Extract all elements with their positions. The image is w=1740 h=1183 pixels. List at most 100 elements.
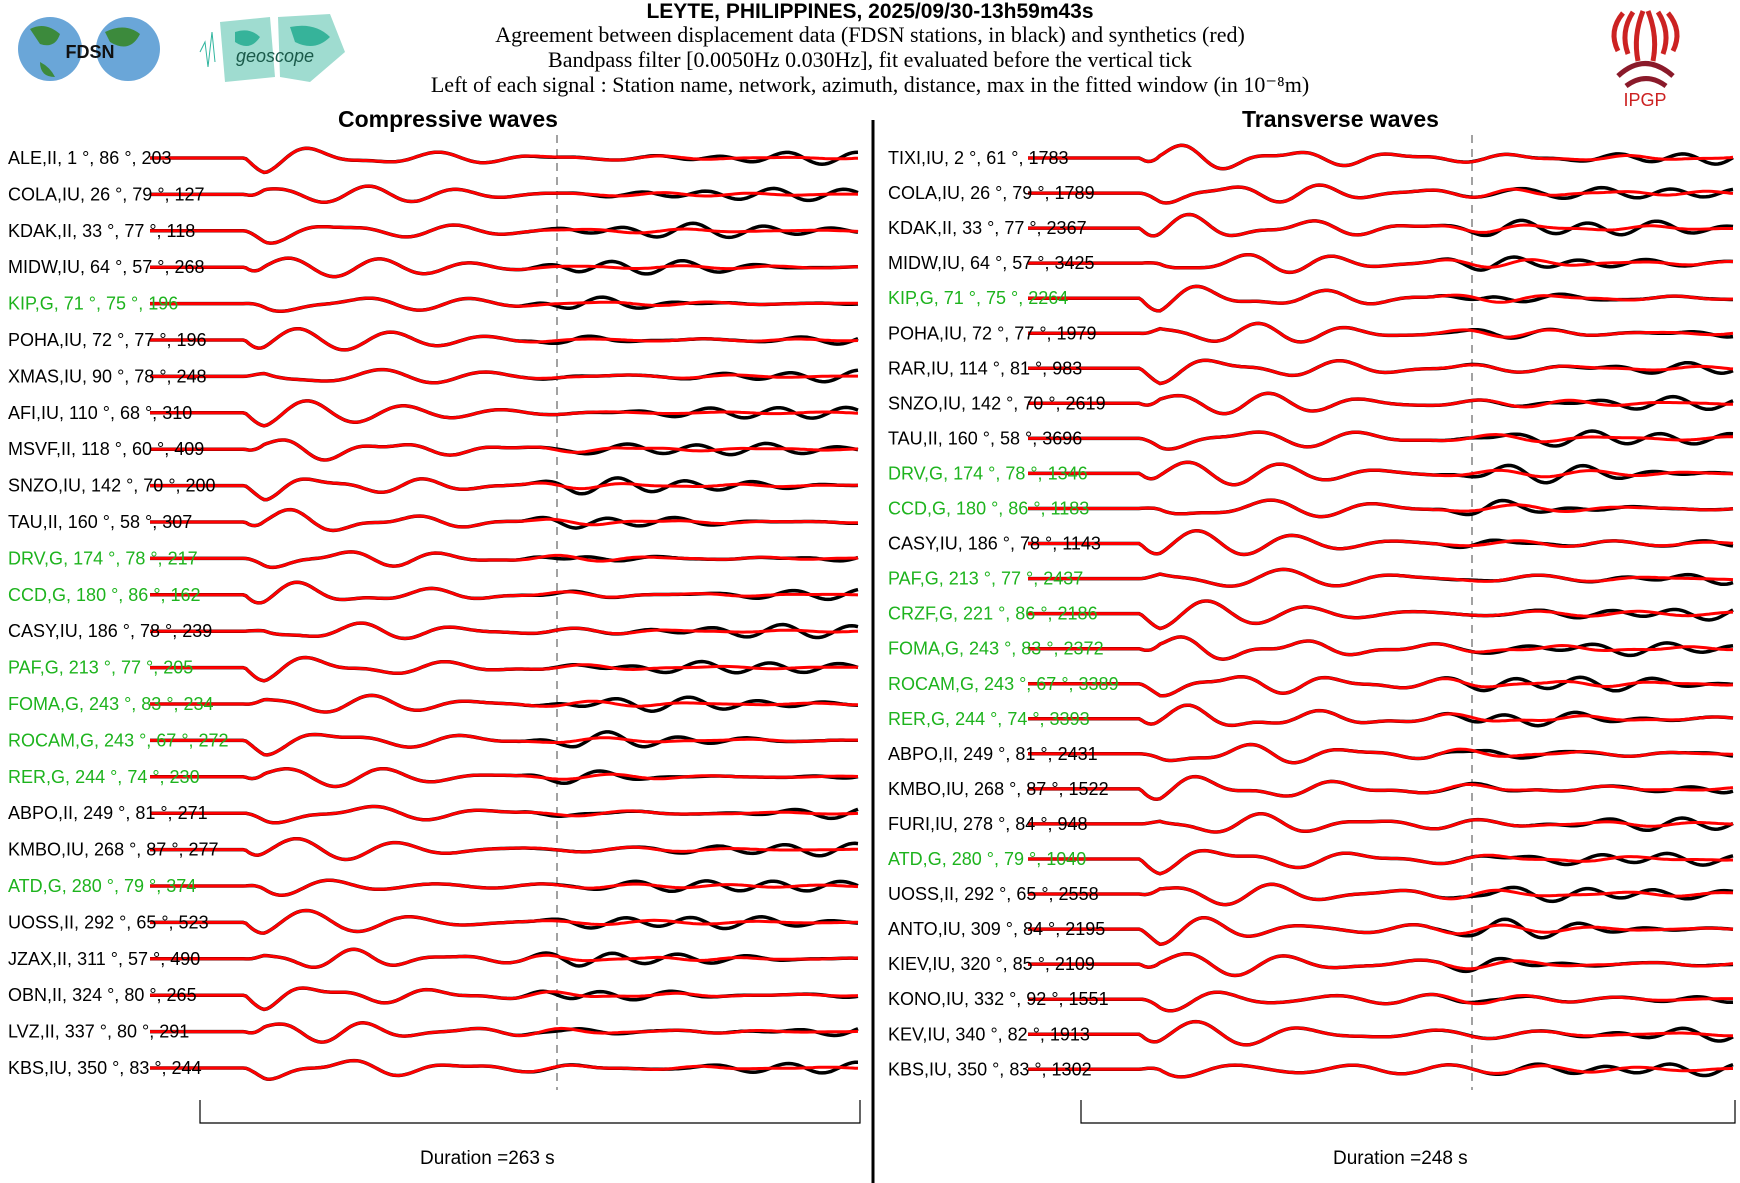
synthetic-trace (1028, 882, 1734, 907)
observed-trace (150, 986, 859, 1012)
station-row: POHA,IU, 72 °, 77 °, 196 (8, 326, 859, 352)
network: II (48, 512, 58, 532)
distance: 83 (141, 694, 161, 714)
station-label: KMBO,IU, 268 °, 87 °, 277 (8, 840, 219, 860)
station-name: FOMA (888, 639, 940, 659)
max-amplitude: 2619 (1066, 393, 1106, 413)
station-label: CCD,G, 180 °, 86 °, 162 (8, 585, 201, 605)
observed-trace (1028, 498, 1734, 519)
station-row: DRV,G, 174 °, 78 °, 217 (8, 548, 859, 570)
max-amplitude: 291 (159, 1022, 189, 1042)
observed-trace (1028, 990, 1734, 1013)
azimuth: 174 (953, 463, 983, 483)
max-amplitude: 1302 (1052, 1059, 1092, 1079)
distance: 77 (1001, 569, 1021, 589)
station-label: KONO,IU, 332 °, 92 °, 1551 (888, 989, 1109, 1009)
fdsn-logo: FDSN (18, 17, 160, 81)
network: IU (62, 184, 80, 204)
azimuth: 142 (971, 393, 1001, 413)
synthetic-trace (1028, 143, 1734, 171)
station-label: ANTO,IU, 309 °, 84 °, 2195 (888, 919, 1105, 939)
station-label: CASY,IU, 186 °, 78 °, 239 (8, 621, 212, 641)
station-label: COLA,IU, 26 °, 79 °, 1789 (888, 183, 1095, 203)
network: G (40, 294, 54, 314)
network: IU (931, 358, 949, 378)
observed-trace (1028, 212, 1734, 238)
station-label: RER,G, 244 °, 74 °, 230 (8, 767, 200, 787)
compressive-duration: Duration =263 s (420, 1148, 555, 1169)
station-label: KDAK,II, 33 °, 77 °, 2367 (888, 218, 1087, 238)
station-row: MSVF,II, 118 °, 60 °, 409 (8, 438, 859, 462)
station-row: ATD,G, 280 °, 79 °, 374 (8, 876, 859, 898)
station-label: SNZO,IU, 142 °, 70 °, 2619 (888, 393, 1106, 413)
station-label: ATD,G, 280 °, 79 °, 374 (8, 876, 196, 896)
observed-trace (150, 621, 859, 641)
subtitle-legend: Left of each signal : Station name, netw… (430, 72, 1310, 97)
max-amplitude: 1346 (1048, 463, 1088, 483)
azimuth: 1 (67, 148, 77, 168)
station-row: RER,G, 244 °, 74 °, 230 (8, 767, 859, 789)
distance: 78 (134, 366, 154, 386)
network: G (80, 730, 94, 750)
azimuth: 71 (64, 294, 84, 314)
station-name: SNZO (8, 476, 58, 496)
max-amplitude: 310 (162, 403, 192, 423)
station-name: ALE (8, 148, 42, 168)
network: II (57, 949, 67, 969)
azimuth: 337 (65, 1022, 95, 1042)
distance: 78 (1020, 534, 1040, 554)
azimuth: 2 (954, 148, 964, 168)
max-amplitude: 277 (189, 840, 219, 860)
distance: 79 (1012, 183, 1032, 203)
max-amplitude: 1913 (1050, 1024, 1090, 1044)
azimuth: 64 (970, 253, 990, 273)
station-label: LVZ,II, 337 °, 80 °, 291 (8, 1022, 189, 1042)
network: G (928, 849, 942, 869)
station-name: ABPO (888, 744, 938, 764)
synthetic-trace (1028, 742, 1734, 765)
network: IU (64, 366, 82, 386)
station-name: KMBO (888, 779, 941, 799)
network: G (920, 288, 934, 308)
observed-trace (1028, 528, 1734, 557)
network: IU (946, 989, 964, 1009)
azimuth: 72 (92, 330, 112, 350)
transverse-title: Transverse waves (1242, 106, 1439, 132)
station-label: COLA,IU, 26 °, 79 °, 127 (8, 184, 205, 204)
network: IU (62, 257, 80, 277)
station-name: PAF (8, 658, 42, 678)
distance: 70 (143, 476, 163, 496)
station-row: OBN,II, 324 °, 80 °, 265 (8, 985, 859, 1012)
max-amplitude: 244 (172, 1058, 202, 1078)
azimuth: 309 (971, 919, 1001, 939)
station-row: ABPO,II, 249 °, 81 °, 2431 (888, 742, 1734, 765)
max-amplitude: 217 (168, 548, 198, 568)
distance: 65 (1016, 884, 1036, 904)
station-name: ANTO (888, 919, 938, 939)
max-amplitude: 2431 (1058, 744, 1098, 764)
azimuth: 90 (92, 366, 112, 386)
azimuth: 280 (952, 849, 982, 869)
observed-trace (150, 295, 859, 314)
network: II (61, 439, 71, 459)
compressive-panel: ALE,II, 1 °, 86 °, 203 COLA,IU, 26 °, 79 … (8, 135, 861, 1124)
synthetic-trace (1028, 952, 1734, 978)
station-name: XMAS (8, 366, 59, 386)
station-row: POHA,IU, 72 °, 77 °, 1979 (888, 321, 1734, 344)
observed-trace (150, 580, 859, 605)
max-amplitude: 3393 (1050, 709, 1090, 729)
network: II (942, 218, 952, 238)
station-name: POHA (888, 323, 939, 343)
station-label: KIP,G, 71 °, 75 °, 196 (8, 294, 178, 314)
observed-trace (150, 1021, 859, 1044)
station-label: JZAX,II, 311 °, 57 °, 490 (8, 949, 200, 969)
synthetic-trace (150, 908, 858, 935)
station-name: TAU (888, 428, 923, 448)
station-row: SNZO,IU, 142 °, 70 °, 2619 (888, 391, 1734, 416)
station-row: ROCAM,G, 243 °, 67 °, 272 (8, 730, 858, 757)
distance: 67 (1036, 674, 1056, 694)
max-amplitude: 230 (170, 767, 200, 787)
max-amplitude: 127 (175, 184, 205, 204)
network: II (63, 803, 73, 823)
azimuth: 114 (959, 358, 988, 378)
